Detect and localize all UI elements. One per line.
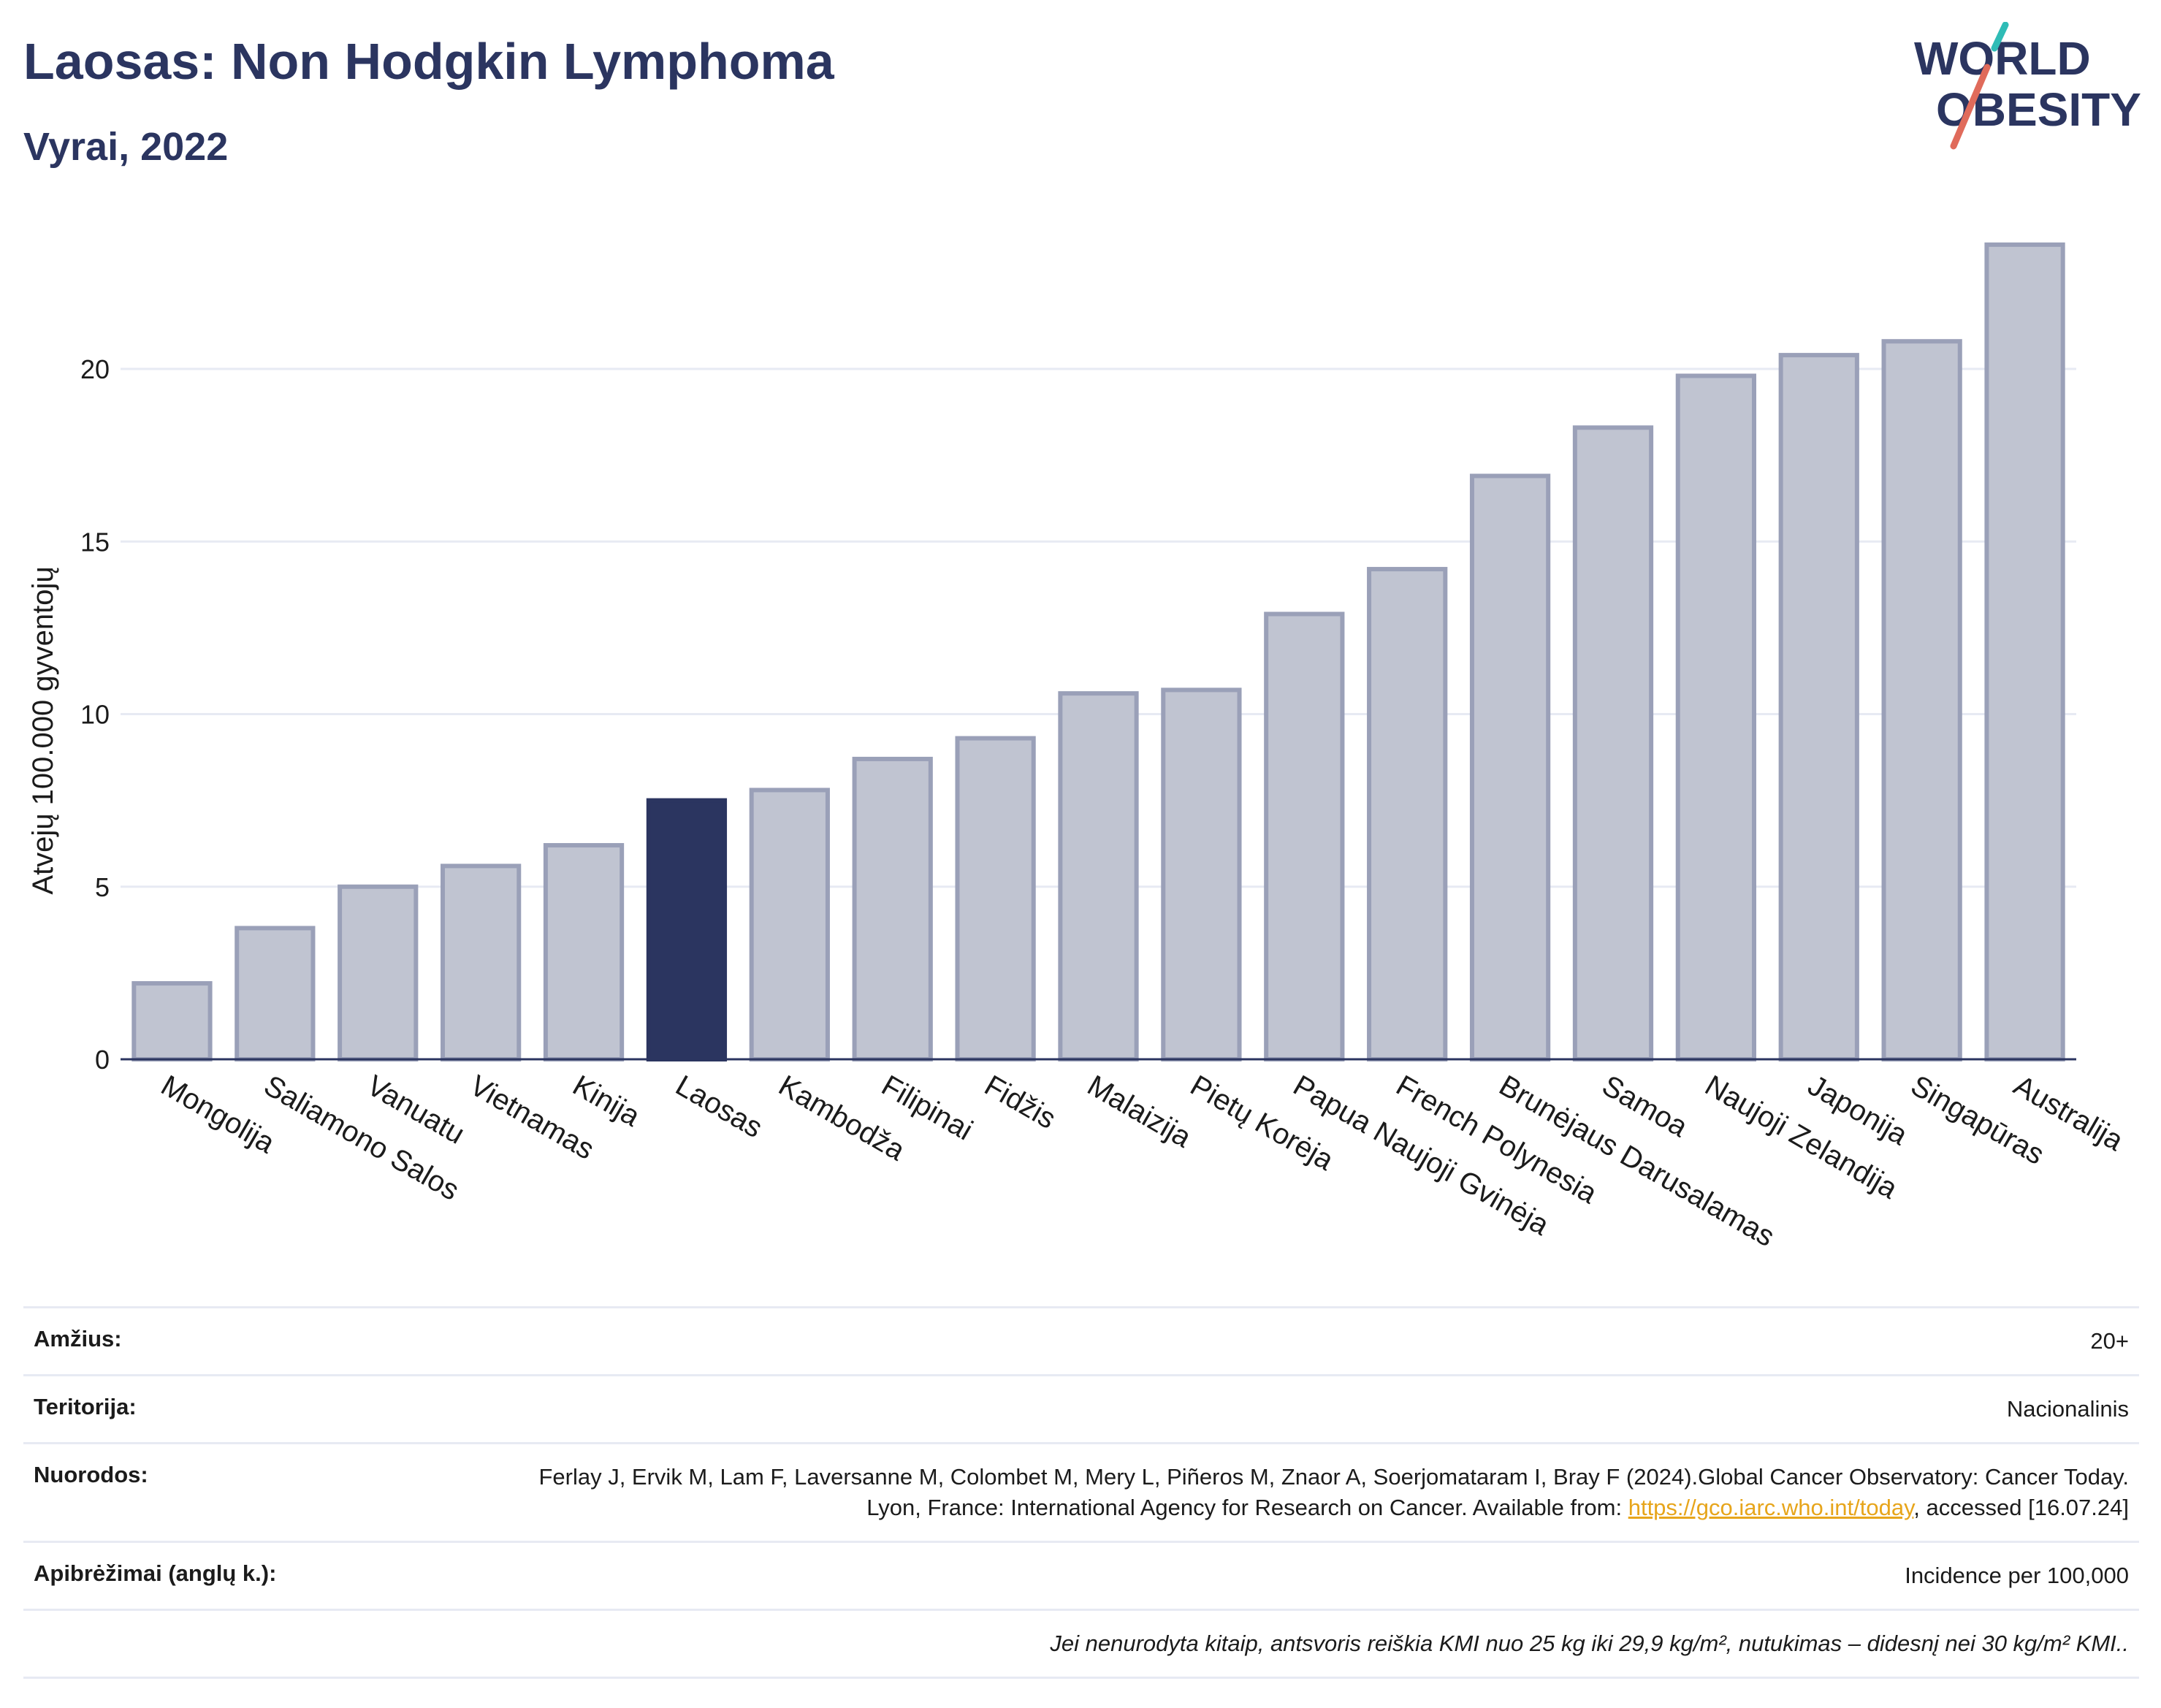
x-tick-label: Malaizija bbox=[1082, 1070, 1197, 1154]
x-tick-label: Laosas bbox=[670, 1070, 768, 1145]
references-label: Nuorodos: bbox=[34, 1462, 148, 1487]
territory-label: Teritorija: bbox=[34, 1394, 137, 1419]
bar bbox=[1058, 691, 1139, 1062]
references-value: Ferlay J, Ervik M, Lam F, Laversanne M, … bbox=[485, 1462, 2129, 1523]
references-link[interactable]: https://gco.iarc.who.int/today bbox=[1628, 1495, 1914, 1520]
bars bbox=[132, 242, 2065, 1062]
age-label: Amžius: bbox=[34, 1326, 122, 1351]
bar bbox=[749, 788, 830, 1061]
definitions-value: Incidence per 100,000 bbox=[1905, 1563, 2129, 1588]
logo-line-1: WORLD bbox=[1914, 32, 2091, 85]
logo-slash-coral bbox=[1950, 64, 1991, 150]
y-axis-label: Atvejų 100.000 gyventojų bbox=[27, 566, 59, 894]
y-tick-label: 10 bbox=[80, 700, 110, 730]
age-value: 20+ bbox=[2090, 1328, 2129, 1354]
y-tick-label: 20 bbox=[80, 354, 110, 384]
bar bbox=[1984, 242, 2065, 1061]
y-tick-label: 5 bbox=[95, 872, 110, 902]
bar bbox=[338, 884, 419, 1061]
world-obesity-logo: WORLD OBESITY bbox=[1914, 22, 2141, 150]
footnote: Jei nenurodyta kitaip, antsvoris reiškia… bbox=[1050, 1631, 2129, 1656]
bar bbox=[852, 756, 933, 1062]
bar bbox=[1469, 473, 1551, 1061]
y-tick-label: 15 bbox=[80, 527, 110, 557]
x-tick-label: Kinija bbox=[568, 1070, 646, 1133]
bar bbox=[1161, 687, 1242, 1061]
bar bbox=[235, 926, 316, 1061]
x-tick-label: Mongolija bbox=[156, 1070, 281, 1160]
info-row-references: Nuorodos: Ferlay J, Ervik M, Lam F, Lave… bbox=[23, 1442, 2139, 1541]
bar bbox=[1367, 567, 1448, 1061]
y-tick-label: 0 bbox=[95, 1045, 110, 1075]
bar bbox=[955, 736, 1036, 1061]
territory-value: Nacionalinis bbox=[2006, 1396, 2129, 1422]
page-subtitle: Vyrai, 2022 bbox=[23, 125, 229, 169]
bar bbox=[1881, 339, 1962, 1061]
info-table: Amžius: 20+ Teritorija: Nacionalinis Nuo… bbox=[23, 1306, 2139, 1679]
definitions-label: Apibrėžimai (anglų k.): bbox=[34, 1560, 277, 1586]
bar bbox=[543, 843, 625, 1062]
bar bbox=[1264, 611, 1345, 1061]
bar bbox=[1675, 373, 1756, 1061]
references-text: Ferlay J, Ervik M, Lam F, Laversanne M, … bbox=[538, 1464, 2129, 1520]
page-title: Laosas: Non Hodgkin Lymphoma bbox=[23, 33, 834, 90]
references-text-end: , accessed [16.07.24] bbox=[1913, 1495, 2129, 1520]
bar bbox=[1778, 353, 1859, 1062]
info-row-definitions: Apibrėžimai (anglų k.): Incidence per 10… bbox=[23, 1541, 2139, 1609]
info-row-territory: Teritorija: Nacionalinis bbox=[23, 1374, 2139, 1442]
y-tick-labels: 0 5 10 15 20 bbox=[80, 354, 110, 1075]
bar bbox=[1572, 425, 1654, 1061]
info-row-note: Jei nenurodyta kitaip, antsvoris reiškia… bbox=[23, 1609, 2139, 1679]
bar bbox=[441, 863, 522, 1062]
info-row-age: Amžius: 20+ bbox=[23, 1306, 2139, 1374]
logo-slash-teal bbox=[1991, 22, 2009, 52]
bar bbox=[646, 798, 728, 1061]
bar bbox=[132, 981, 213, 1062]
x-tick-label: Fidžis bbox=[979, 1070, 1061, 1135]
